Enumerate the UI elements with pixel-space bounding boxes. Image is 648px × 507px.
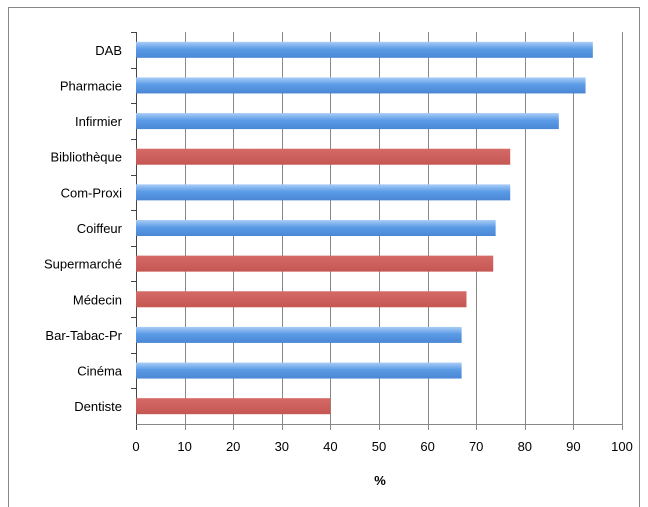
bar [136, 220, 496, 236]
x-tick-label: 30 [275, 439, 289, 454]
bar [136, 362, 462, 379]
category-label: DAB [95, 43, 122, 58]
x-tick-label: 0 [132, 439, 139, 454]
bar [136, 326, 462, 343]
category-labels: DAB Pharmacie Infirmier Bibliothèque Com-Pro… [44, 43, 123, 414]
category-label: Dentiste [74, 399, 122, 414]
x-tick-label: 50 [372, 439, 386, 454]
x-tick-label: 60 [420, 439, 434, 454]
x-tick-label: 80 [518, 439, 532, 454]
bar [136, 148, 511, 165]
bar [136, 41, 593, 58]
x-axis-label: % [374, 473, 386, 488]
x-tick-label: 20 [226, 439, 240, 454]
x-tick-label: 70 [469, 439, 483, 454]
category-label: Bibliothèque [50, 150, 122, 165]
category-label: Infirmier [75, 114, 123, 129]
bar [136, 255, 494, 272]
category-label: Coiffeur [77, 221, 123, 236]
category-label: Pharmacie [60, 78, 122, 93]
chart-border [8, 7, 640, 507]
bars-layer [136, 41, 593, 415]
x-tick-label: 40 [323, 439, 337, 454]
bar [136, 184, 511, 201]
category-label: Bar-Tabac-Pr [45, 328, 122, 343]
category-label: Médecin [73, 292, 122, 307]
x-tick-label: 10 [177, 439, 191, 454]
x-tick-label: 90 [566, 439, 580, 454]
tick-labels: 0 10 20 30 40 50 60 70 80 90 100 [132, 439, 632, 454]
bar [136, 291, 467, 308]
bar [136, 77, 586, 94]
category-label: Supermarché [44, 257, 122, 272]
category-label: Com-Proxi [61, 185, 123, 200]
x-tick-label: 100 [611, 439, 633, 454]
bar [136, 398, 331, 415]
bar [136, 113, 559, 130]
category-label: Cinéma [77, 364, 123, 379]
